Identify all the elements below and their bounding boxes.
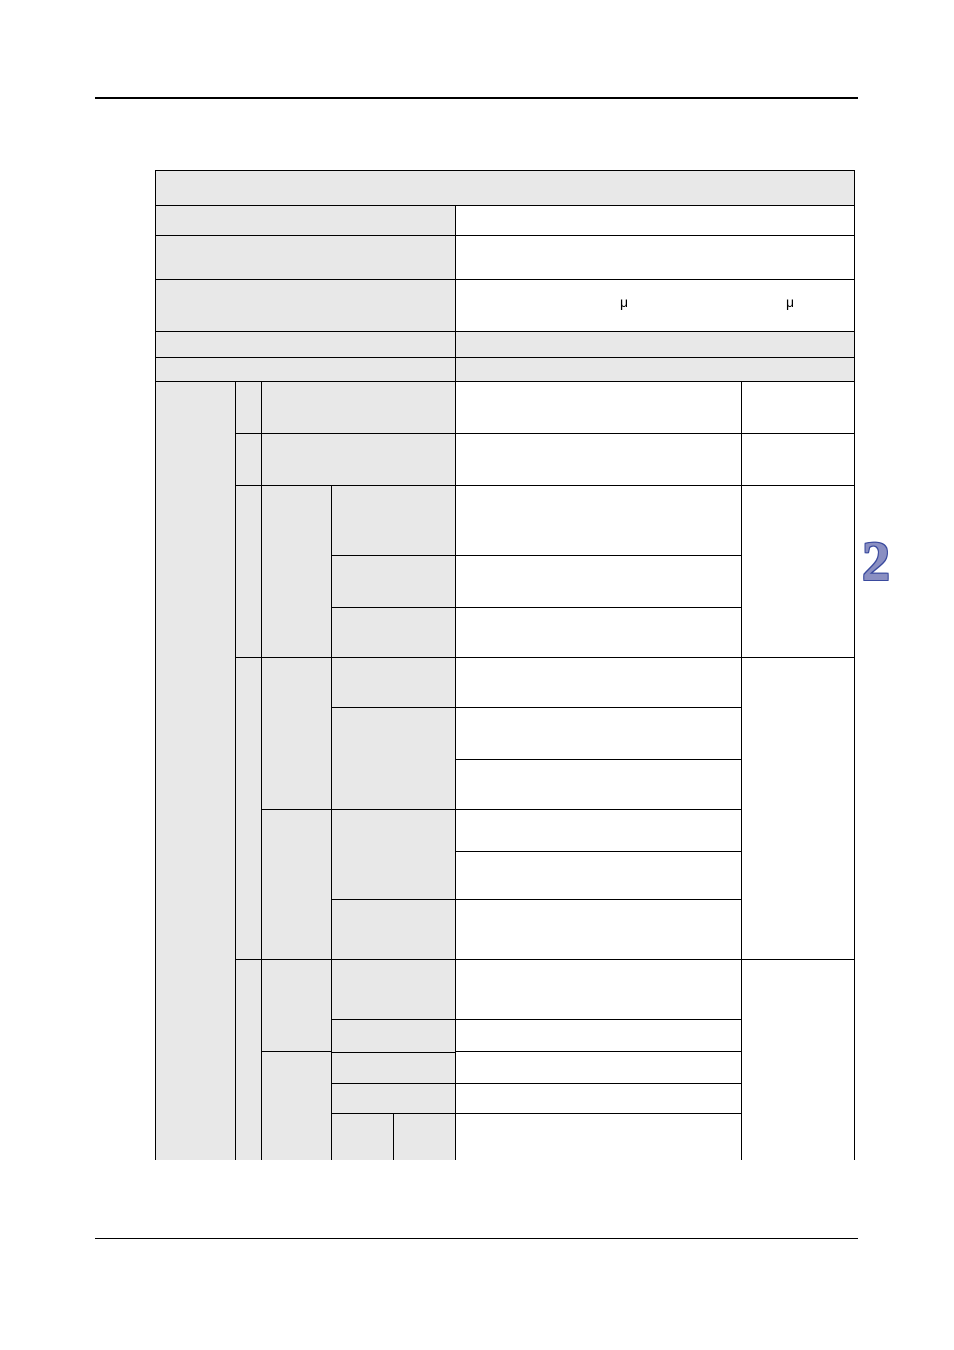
table-value-cell [456,608,742,658]
table-sub-cell [394,1114,456,1160]
table-value-cell [456,960,742,1020]
table-sub-cell [262,382,456,434]
table-value-cell [456,434,742,486]
table-sub-cell [236,434,262,486]
table-sub-cell [236,382,262,434]
table-value-cell [456,236,854,280]
table-sub-cell [262,486,332,658]
table-row [156,332,854,358]
table-label-cell [156,280,456,332]
table-sub-cell [332,810,456,900]
table-value-cell [742,486,854,556]
table-value-cell [456,486,742,556]
table-sub-cell [262,1052,332,1160]
table-sub-cell [236,960,262,1160]
table-sub-cell [262,810,332,960]
table-value-cell [456,382,742,434]
footer-rule [95,1238,858,1239]
table-label-cell [156,236,456,280]
table-sub-cell [236,658,262,960]
table-value-cell [456,206,854,236]
spec-table: μ μ [155,170,855,1160]
table-sub-cell [332,1020,456,1052]
table-sub-cell [332,708,456,810]
table-row: μ μ [156,280,854,332]
table-value-cell [456,658,742,708]
mu-glyph: μ [620,294,628,310]
table-value-cell [456,1084,742,1114]
table-label-cell [156,358,456,382]
table-row [156,358,854,382]
table-value-cell [742,1114,854,1160]
table-sub-cell [262,434,456,486]
table-sub-cell [262,658,332,810]
table-sub-cell [236,486,262,658]
table-header-cell [456,358,854,382]
table-value-cell [742,810,854,852]
table-nested-block [156,382,854,1160]
table-value-cell [456,556,742,608]
table-sub-cell [262,960,332,1052]
table-value-cell [742,1084,854,1114]
table-sub-cell [332,556,456,608]
table-sub-cell [332,1084,456,1114]
table-row [156,236,854,280]
table-value-cell [742,382,854,434]
table-value-cell [742,434,854,486]
table-group-cell [156,382,236,1160]
table-label-cell [156,206,456,236]
table-row [156,171,854,206]
chapter-tab-digit: 2 [862,531,890,593]
table-sub-cell [332,1052,456,1084]
table-value-cell [742,1052,854,1084]
table-value-cell [742,760,854,810]
table-value-cell [456,708,742,760]
table-value-cell [742,556,854,608]
table-sub-cell [332,960,456,1020]
table-header-cell [456,332,854,358]
table-value-cell [456,760,742,810]
table-sub-cell [332,608,456,658]
table-header-full [156,171,854,206]
table-value-cell [742,960,854,1020]
table-value-cell [742,1020,854,1052]
table-value-cell [456,852,742,900]
table-value-cell [456,810,742,852]
table-value-cell [742,900,854,960]
table-sub-cell [332,658,456,708]
table-value-cell [456,900,742,960]
table-value-cell [742,852,854,900]
table-value-cell [742,658,854,708]
table-value-cell [456,1020,742,1052]
table-sub-cell [332,1114,394,1160]
table-sub-cell [332,900,456,960]
table-value-cell [742,708,854,760]
table-value-cell [456,1114,742,1160]
table-sub-cell [332,486,456,556]
table-value-cell: μ μ [456,280,854,332]
table-value-cell [742,608,854,658]
table-value-cell [456,1052,742,1084]
table-row [156,206,854,236]
chapter-tab: 2 [862,530,906,590]
table-label-cell [156,332,456,358]
header-rule [95,97,858,99]
mu-glyph: μ [786,294,794,310]
